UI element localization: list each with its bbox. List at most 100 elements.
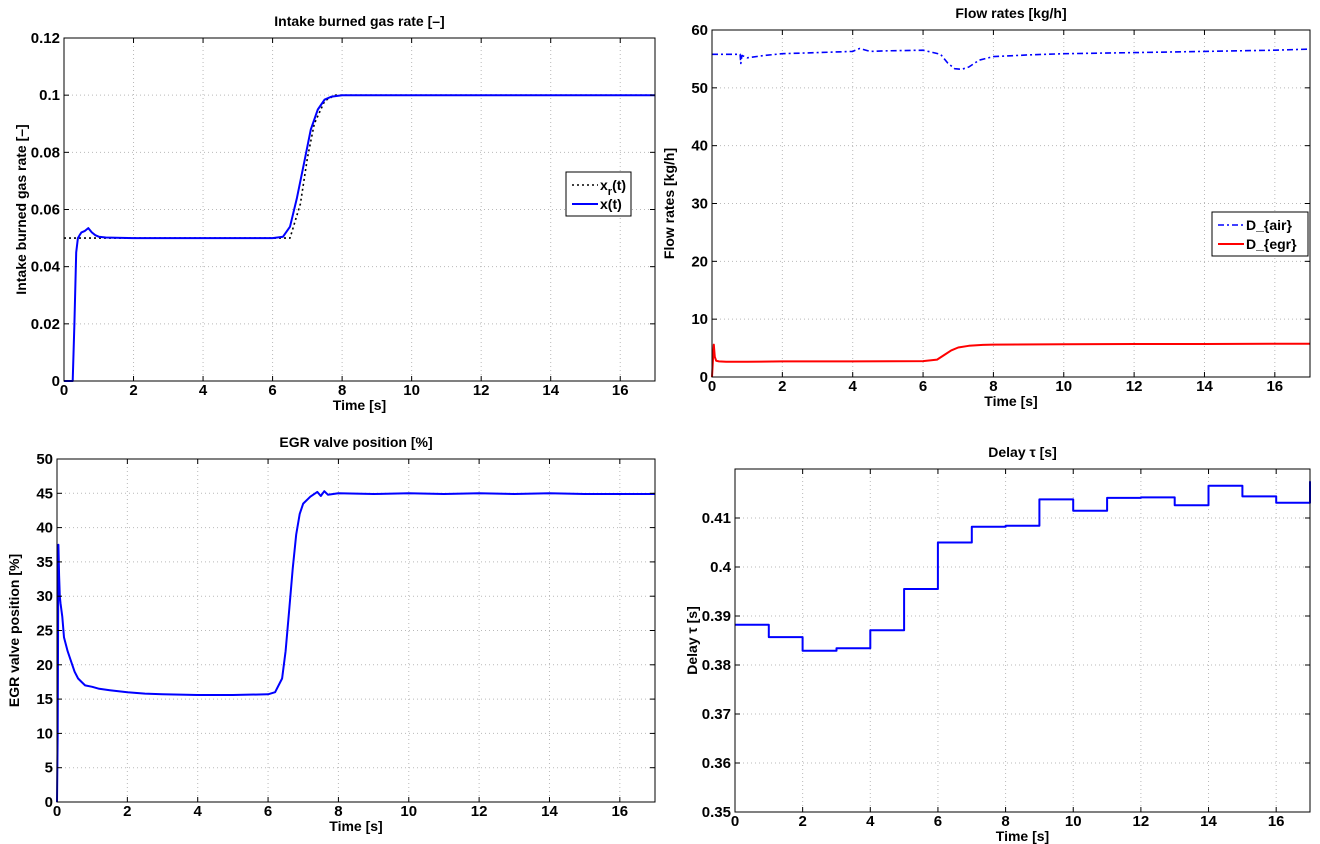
legend: xr(t)x(t) [565, 171, 632, 217]
y-tick-label: 0 [52, 373, 60, 390]
y-tick-label: 0.04 [31, 259, 61, 276]
x-tick-label: 16 [611, 803, 628, 820]
series-line-1 [712, 47, 1311, 71]
y-axis-label: Flow rates [kg/h] [661, 148, 677, 259]
y-tick-label: 0.08 [31, 144, 60, 161]
y-axis-label: EGR valve position [%] [6, 554, 22, 707]
legend-label: xr(t) [600, 177, 626, 198]
y-tick-label: 30 [691, 196, 708, 213]
x-tick-label: 12 [1126, 378, 1143, 395]
y-tick-label: 10 [691, 311, 708, 328]
x-tick-label: 6 [934, 813, 942, 830]
y-tick-label: 30 [36, 588, 53, 605]
y-tick-label: 35 [36, 554, 53, 571]
x-tick-label: 2 [129, 382, 137, 399]
x-tick-label: 2 [123, 803, 131, 820]
y-tick-label: 40 [691, 138, 708, 155]
y-tick-label: 25 [36, 623, 53, 640]
x-tick-label: 4 [866, 813, 875, 830]
y-tick-label: 5 [45, 760, 53, 777]
x-tick-label: 4 [194, 803, 203, 820]
legend-label: D_{egr} [1246, 236, 1297, 252]
x-tick-label: 6 [264, 803, 272, 820]
x-tick-label: 14 [1200, 813, 1217, 830]
x-tick-label: 14 [541, 803, 558, 820]
chart-panel-1: 0 2 4 6 8 10 12 14 16 0 0.02 0.04 0.06 0.08 0.1 0.12 Int… [13, 13, 656, 413]
y-tick-label: 0.02 [31, 316, 60, 333]
x-axis-label: Time [s] [333, 397, 386, 413]
y-tick-label: 0.4 [710, 559, 732, 576]
x-tick-label: 0 [708, 378, 716, 395]
y-tick-label: 50 [36, 451, 53, 468]
y-tick-label: 0.36 [702, 755, 731, 772]
y-axis-label: Delay τ [s] [684, 606, 700, 675]
y-tick-label: 60 [691, 22, 708, 39]
x-tick-label: 12 [473, 382, 490, 399]
x-tick-label: 6 [268, 382, 276, 399]
series-line-1 [64, 94, 655, 239]
x-tick-label: 4 [199, 382, 208, 399]
chart-title: Intake burned gas rate [–] [274, 13, 444, 29]
chart-panel-3: 0 2 4 6 8 10 12 14 16 0 5 10 15 20 25 30 35 40 45 50 EGR val… [6, 434, 656, 834]
y-tick-label: 0.41 [702, 510, 731, 527]
y-tick-label: 20 [36, 657, 53, 674]
y-tick-label: 15 [36, 691, 53, 708]
x-tick-label: 8 [989, 378, 997, 395]
plot-area [735, 469, 1310, 812]
chart-title: Flow rates [kg/h] [955, 5, 1066, 21]
plot-area [57, 459, 655, 802]
x-tick-label: 2 [778, 378, 786, 395]
x-tick-label: 6 [919, 378, 927, 395]
y-tick-label: 0.38 [702, 657, 731, 674]
x-tick-label: 0 [731, 813, 739, 830]
y-tick-label: 0.06 [31, 202, 60, 219]
legend-label: x(t) [600, 196, 622, 212]
legend-box [1211, 211, 1309, 257]
x-tick-label: 16 [1268, 813, 1285, 830]
x-axis-label: Time [s] [329, 818, 382, 834]
legend-label-subscript: r [608, 186, 613, 198]
x-tick-label: 10 [1065, 813, 1082, 830]
x-tick-label: 2 [798, 813, 806, 830]
chart-title: EGR valve position [%] [279, 434, 432, 450]
x-tick-label: 16 [612, 382, 629, 399]
x-tick-label: 12 [1133, 813, 1150, 830]
y-tick-label: 0.12 [31, 30, 60, 47]
y-tick-label: 40 [36, 520, 53, 537]
y-tick-label: 0 [45, 794, 53, 811]
x-tick-label: 16 [1266, 378, 1283, 395]
series-line-2 [711, 342, 1310, 378]
y-tick-label: 45 [36, 485, 53, 502]
y-axis-label: Intake burned gas rate [–] [13, 124, 29, 294]
legend-label: D_{air} [1246, 217, 1292, 233]
chart-panel-2: 0 2 4 6 8 10 12 14 16 0 10 20 30 40 50 60 Flow rates [kg… [661, 5, 1311, 409]
x-tick-label: 8 [1001, 813, 1009, 830]
chart-title: Delay τ [s] [988, 444, 1057, 460]
x-tick-label: 8 [338, 382, 346, 399]
series-line-1 [56, 490, 655, 803]
plot-area [712, 30, 1310, 377]
x-tick-label: 14 [1196, 378, 1213, 395]
x-axis-label: Time [s] [996, 828, 1049, 844]
y-tick-label: 10 [36, 725, 53, 742]
y-tick-label: 20 [691, 253, 708, 270]
legend-label-tail: (t) [612, 177, 626, 193]
x-tick-label: 10 [1055, 378, 1072, 395]
legend-box [565, 171, 632, 217]
x-tick-label: 10 [403, 382, 420, 399]
legend-label-main: x [600, 177, 608, 193]
x-tick-label: 14 [542, 382, 559, 399]
series-line-1 [735, 481, 1311, 652]
y-tick-label: 0.35 [702, 804, 731, 821]
x-tick-label: 8 [334, 803, 342, 820]
series-line-2 [64, 94, 655, 382]
x-tick-label: 0 [53, 803, 61, 820]
y-tick-label: 0.37 [702, 706, 731, 723]
x-tick-label: 4 [849, 378, 858, 395]
y-tick-label: 50 [691, 80, 708, 97]
y-tick-label: 0 [700, 369, 708, 386]
x-tick-label: 10 [400, 803, 417, 820]
y-tick-label: 0.39 [702, 608, 731, 625]
x-tick-label: 12 [471, 803, 488, 820]
